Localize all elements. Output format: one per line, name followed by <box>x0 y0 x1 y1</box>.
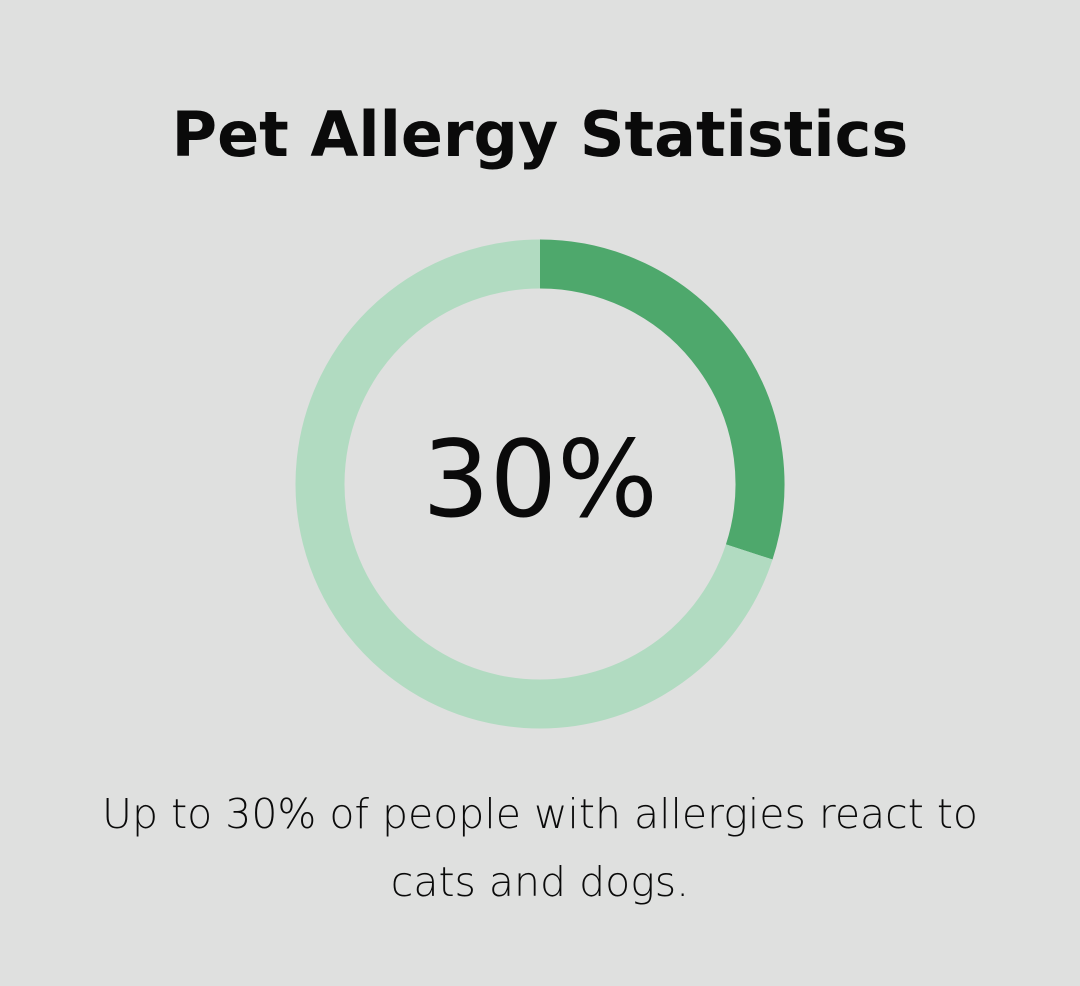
donut-segment-remainder <box>295 239 773 729</box>
chart-caption: Up to 30% of people with allergies react… <box>102 790 978 906</box>
donut-segment-highlight <box>539 239 785 560</box>
chart-title: Pet Allergy Statistics <box>171 98 909 171</box>
center-value-label: 30% <box>422 418 658 541</box>
